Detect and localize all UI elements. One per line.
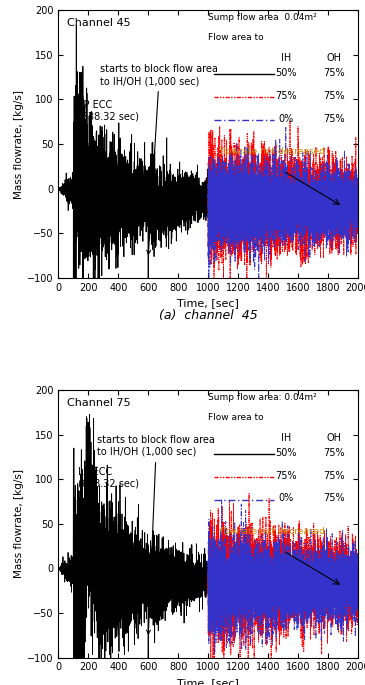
Y-axis label: Mass flowrate, [kg/s]: Mass flowrate, [kg/s] [14, 469, 24, 578]
Text: Channel 75: Channel 75 [68, 398, 131, 408]
Text: 75%: 75% [323, 68, 345, 78]
Text: Flow area to: Flow area to [208, 33, 264, 42]
Text: 75%: 75% [323, 91, 345, 101]
Text: Channel 45: Channel 45 [68, 18, 131, 28]
Text: 75%: 75% [275, 91, 297, 101]
Text: (a)  channel  45: (a) channel 45 [159, 308, 257, 321]
Text: 50%: 50% [275, 68, 297, 78]
Text: Sump flow area  0.04m²: Sump flow area 0.04m² [208, 13, 317, 22]
Text: LP ECC
(638.32 sec): LP ECC (638.32 sec) [78, 100, 139, 122]
Text: Flow area to: Flow area to [208, 413, 264, 422]
X-axis label: Time, [sec]: Time, [sec] [177, 298, 239, 308]
Text: 75%: 75% [323, 493, 345, 503]
Text: OH: OH [326, 433, 341, 443]
Text: 75%: 75% [275, 471, 297, 481]
Text: IH: IH [281, 53, 291, 63]
Y-axis label: Mass flowrate, [kg/s]: Mass flowrate, [kg/s] [14, 90, 24, 199]
X-axis label: Time, [sec]: Time, [sec] [177, 678, 239, 685]
Text: OH: OH [326, 53, 341, 63]
Text: 75%: 75% [323, 114, 345, 123]
Text: 50%: 50% [275, 448, 297, 458]
Text: 0%: 0% [278, 114, 293, 123]
Text: 75%: 75% [323, 448, 345, 458]
Text: Sump flow area: 0.04m²: Sump flow area: 0.04m² [208, 393, 317, 402]
Text: 75%: 75% [323, 471, 345, 481]
Text: LP ECC
(638.32 sec): LP ECC (638.32 sec) [78, 466, 139, 488]
Text: flowrate not decreased: flowrate not decreased [220, 527, 325, 536]
Text: starts to block flow area
to IH/OH (1,000 sec): starts to block flow area to IH/OH (1,00… [97, 436, 215, 634]
Text: 0%: 0% [278, 493, 293, 503]
Text: IH: IH [281, 433, 291, 443]
Text: starts to block flow area
to IH/OH (1,000 sec): starts to block flow area to IH/OH (1,00… [100, 64, 218, 254]
Text: flowrate not decreased: flowrate not decreased [220, 147, 325, 155]
